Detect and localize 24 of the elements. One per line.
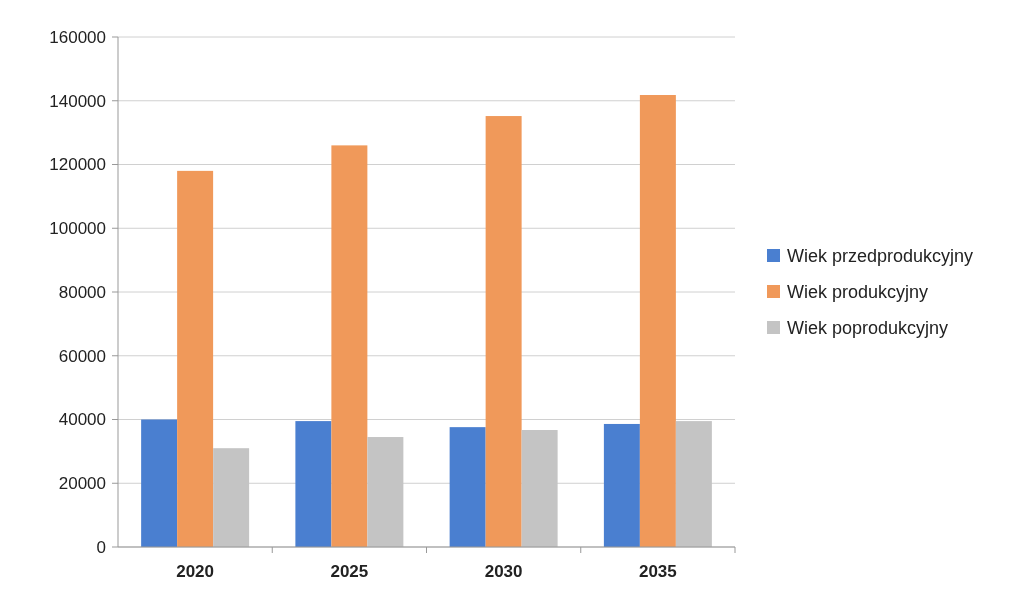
x-tick-label: 2030	[484, 562, 523, 581]
y-tick-label: 40000	[58, 410, 106, 430]
bar	[177, 170, 214, 547]
legend-label: Wiek poprodukcyjny	[787, 318, 949, 339]
y-tick-label: 120000	[49, 155, 106, 175]
y-tick-label: 60000	[58, 346, 106, 366]
bar	[485, 116, 522, 547]
y-tick-label: 100000	[49, 219, 106, 239]
bar	[331, 145, 368, 547]
y-tick-label: 140000	[49, 91, 106, 111]
x-tick-label: 2025	[330, 562, 369, 581]
bar	[449, 427, 486, 547]
y-tick-label: 80000	[58, 282, 106, 302]
y-tick-label: 160000	[49, 27, 106, 47]
legend-label: Wiek przedprodukcyjny	[787, 246, 974, 267]
bar	[639, 95, 676, 547]
bar	[141, 419, 178, 547]
x-tick-label: 2035	[638, 562, 677, 581]
y-tick-label: 0	[96, 537, 106, 557]
legend-label: Wiek produkcyjny	[787, 282, 929, 303]
bar	[295, 421, 332, 547]
bar	[603, 423, 640, 547]
x-tick-label: 2020	[176, 562, 215, 581]
y-tick-label: 20000	[58, 474, 106, 494]
